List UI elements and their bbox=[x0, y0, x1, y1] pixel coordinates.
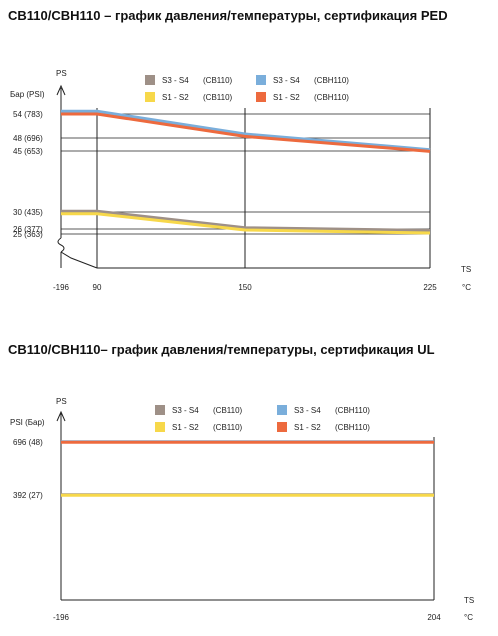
ped-x-tick-label: 150 bbox=[238, 283, 252, 292]
ped-series-1 bbox=[61, 112, 431, 153]
ped-y-axis-title: PS bbox=[56, 69, 67, 78]
ul-legend-label: S1 - S2 bbox=[172, 423, 199, 432]
ped-y-tick-label: 25 (363) bbox=[13, 230, 43, 239]
ped-legend-swatch bbox=[145, 75, 155, 85]
ped-y-tick-label: 48 (696) bbox=[13, 134, 43, 143]
ul-y-axis-title: PS bbox=[56, 397, 67, 406]
ped-y-tick-label: 30 (435) bbox=[13, 208, 43, 217]
ped-x-tick-label: 90 bbox=[93, 283, 102, 292]
ped-series-3 bbox=[61, 212, 431, 235]
ped-legend-label: S1 - S2 bbox=[162, 93, 189, 102]
ped-legend-model: (CB110) bbox=[203, 93, 233, 102]
ped-x-tick-label: 225 bbox=[423, 283, 437, 292]
ul-x-axis-title: TS bbox=[464, 596, 474, 605]
ped-y-tick-label: 54 (783) bbox=[13, 110, 43, 119]
ul-legend-label: S3 - S4 bbox=[294, 406, 321, 415]
ul-legend-model: (CB110) bbox=[213, 406, 243, 415]
ul-x-tick-label: -196 bbox=[53, 613, 70, 622]
ul-x-tick-label: 204 bbox=[427, 613, 441, 622]
ul-legend-model: (CBH110) bbox=[335, 423, 370, 432]
ped-legend-label: S1 - S2 bbox=[273, 93, 300, 102]
ul-legend-label: S1 - S2 bbox=[294, 423, 321, 432]
ped-legend-swatch bbox=[256, 92, 266, 102]
ped-legend-model: (CBH110) bbox=[314, 93, 349, 102]
ped-legend-swatch bbox=[145, 92, 155, 102]
ped-legend-swatch bbox=[256, 75, 266, 85]
ped-legend-label: S3 - S4 bbox=[162, 76, 189, 85]
ped-x-tick-label: -196 bbox=[53, 283, 70, 292]
ul-y-tick-label: 392 (27) bbox=[13, 491, 43, 500]
ped-x-break-line bbox=[60, 251, 98, 269]
ul-y-arrow-icon bbox=[56, 410, 66, 422]
ul-legend-swatch bbox=[277, 422, 287, 432]
ped-axis-break-icon bbox=[57, 237, 65, 253]
ped-legend-label: S3 - S4 bbox=[273, 76, 300, 85]
chart-title-ul: CB110/CBH110– график давления/температур… bbox=[8, 342, 435, 357]
ped-x-unit-label: °C bbox=[462, 283, 471, 292]
ul-legend-swatch bbox=[155, 422, 165, 432]
ul-legend-swatch bbox=[277, 405, 287, 415]
ped-legend-model: (CBH110) bbox=[314, 76, 349, 85]
chart-title-ped: CB110/CBH110 – график давления/температу… bbox=[8, 8, 448, 23]
ul-legend-swatch bbox=[155, 405, 165, 415]
ped-legend-model: (CB110) bbox=[203, 76, 233, 85]
ped-series-0 bbox=[61, 109, 431, 152]
ped-y-unit-label: Бар (PSI) bbox=[10, 90, 45, 99]
ul-legend-model: (CBH110) bbox=[335, 406, 370, 415]
ul-y-tick-label: 696 (48) bbox=[13, 438, 43, 447]
ped-y-tick-label: 26 (377) bbox=[13, 225, 43, 234]
ul-x-unit-label: °C bbox=[464, 613, 473, 622]
ped-y-arrow-icon bbox=[56, 84, 66, 96]
ped-y-tick-label: 45 (653) bbox=[13, 147, 43, 156]
ped-x-axis-title: TS bbox=[461, 265, 471, 274]
ul-legend-model: (CB110) bbox=[213, 423, 243, 432]
ul-y-unit-label: PSI (Бар) bbox=[10, 418, 45, 427]
ped-series-2 bbox=[61, 209, 431, 232]
ul-legend-label: S3 - S4 bbox=[172, 406, 199, 415]
